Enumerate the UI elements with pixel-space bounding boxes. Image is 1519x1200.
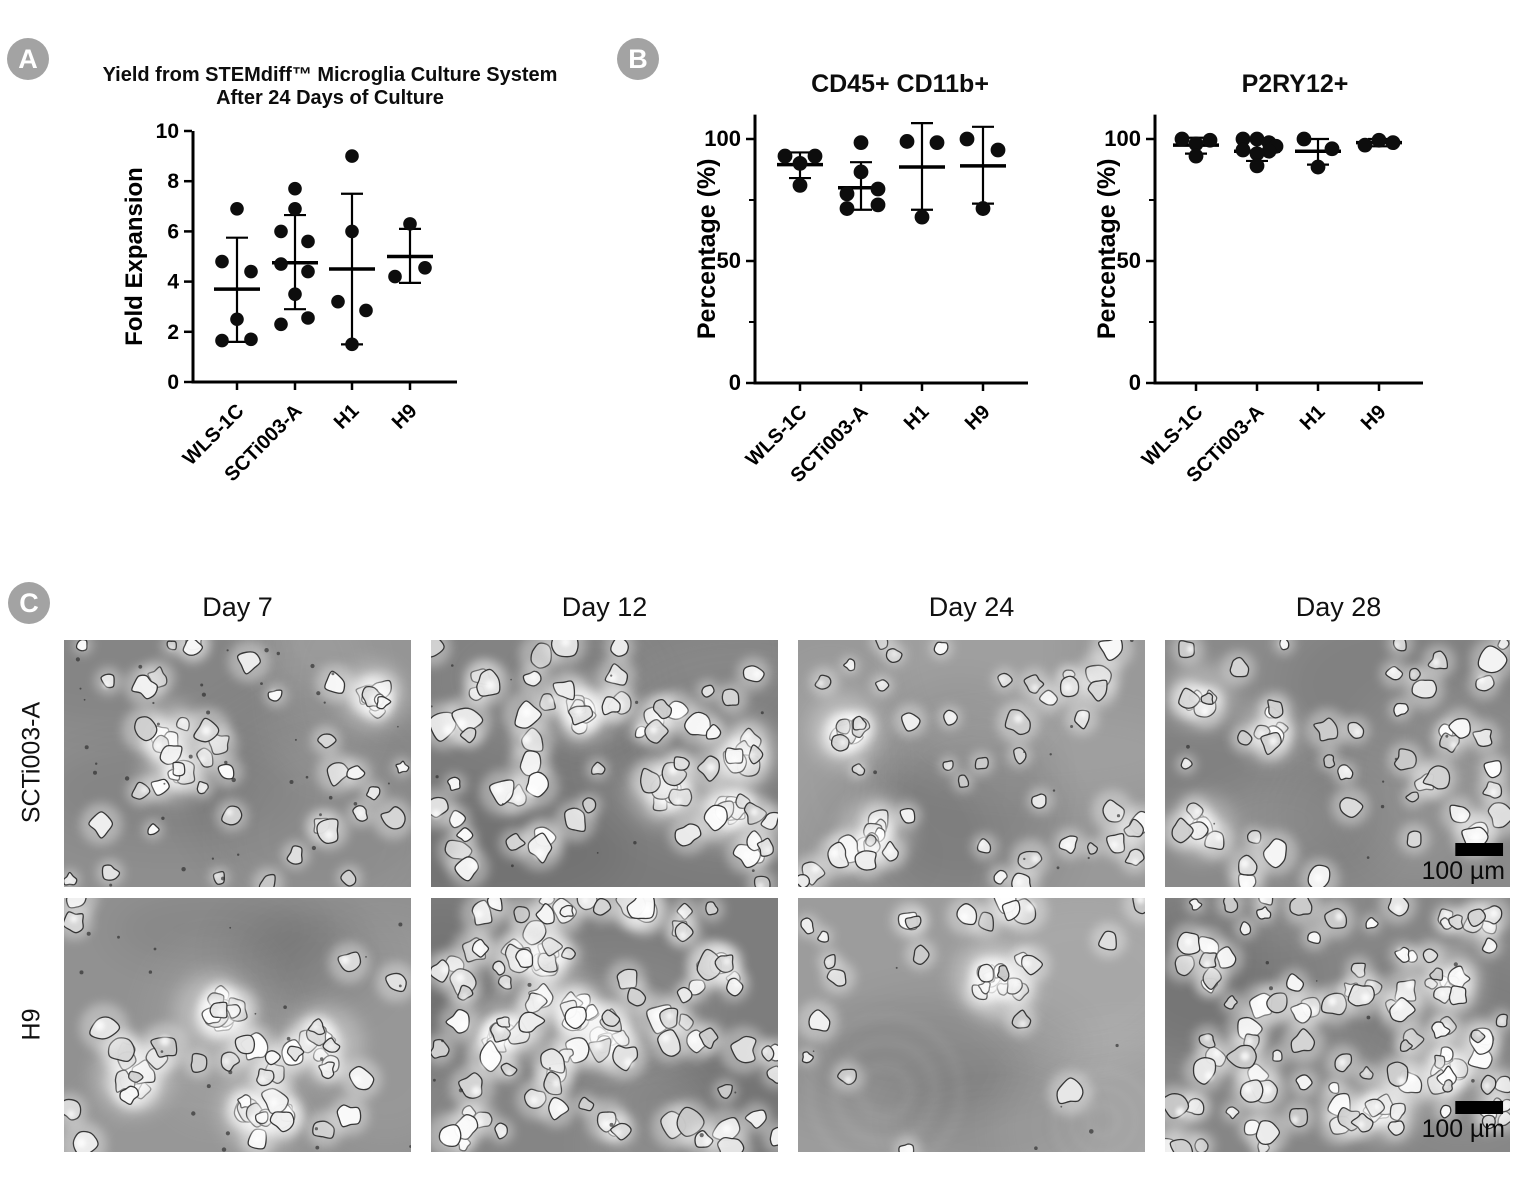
svg-text:6: 6: [167, 220, 179, 243]
svg-text:0: 0: [1129, 370, 1141, 395]
micrograph-h9-day12: [431, 898, 778, 1152]
micrograph-scti003a-day24: [798, 640, 1145, 887]
svg-text:Fold Expansion: Fold Expansion: [121, 167, 148, 346]
svg-text:H9: H9: [388, 400, 422, 434]
panel-a-label: A: [18, 43, 38, 74]
scale-bar: [1455, 1101, 1504, 1114]
micrograph-scti003a-day28: 100 µm: [1165, 640, 1510, 887]
svg-text:Percentage (%): Percentage (%): [1093, 158, 1121, 339]
chart-a-title: Yield from STEMdiff™ Microglia Culture S…: [100, 64, 560, 110]
svg-text:4: 4: [167, 271, 179, 294]
svg-text:0: 0: [729, 370, 741, 395]
p2ry12-title: P2RY12+: [1241, 70, 1349, 98]
scale-bar-label: 100 µm: [1422, 857, 1505, 885]
column-header-day28: Day 28: [1295, 592, 1382, 622]
panel-a-badge: A: [7, 38, 49, 80]
micrograph-h9-day28: 100 µm: [1165, 898, 1510, 1152]
row-label-scti003a: SCTi003-A: [17, 701, 46, 824]
cd45-cd11b-title: CD45+ CD11b+: [811, 70, 989, 98]
column-header-day7: Day 7: [202, 592, 273, 622]
svg-text:0: 0: [167, 371, 179, 394]
micrograph-scti003a-day12: [431, 640, 778, 887]
panel-c-badge: C: [8, 582, 50, 624]
svg-text:8: 8: [167, 170, 179, 193]
scale-bar-label: 100 µm: [1422, 1115, 1505, 1143]
svg-text:H1: H1: [1296, 401, 1330, 435]
svg-text:50: 50: [717, 248, 741, 273]
chart-a-title-line1: Yield from STEMdiff™ Microglia Culture S…: [102, 64, 558, 86]
svg-text:10: 10: [156, 120, 179, 143]
column-header-day24: Day 24: [928, 592, 1015, 622]
svg-text:100: 100: [1104, 126, 1141, 151]
panel-c-label: C: [19, 587, 39, 618]
panel-b-badge: B: [617, 38, 659, 80]
column-header-day12: Day 12: [561, 592, 648, 622]
micrograph-h9-day24: [798, 898, 1145, 1152]
scale-bar: [1455, 843, 1504, 856]
svg-text:Percentage (%): Percentage (%): [693, 158, 721, 339]
svg-text:2: 2: [167, 321, 179, 344]
micrograph-h9-day7: [64, 898, 411, 1152]
svg-text:100: 100: [704, 126, 741, 151]
micrograph-scti003a-day7: [64, 640, 411, 887]
svg-text:H9: H9: [961, 401, 995, 435]
svg-text:H9: H9: [1357, 401, 1391, 435]
row-label-h9: H9: [17, 1008, 46, 1041]
svg-text:50: 50: [1117, 248, 1141, 273]
chart-a-title-line2: After 24 Days of Culture: [216, 87, 444, 109]
panel-b-label: B: [628, 43, 648, 74]
svg-text:H1: H1: [900, 401, 934, 435]
svg-text:H1: H1: [330, 400, 364, 434]
